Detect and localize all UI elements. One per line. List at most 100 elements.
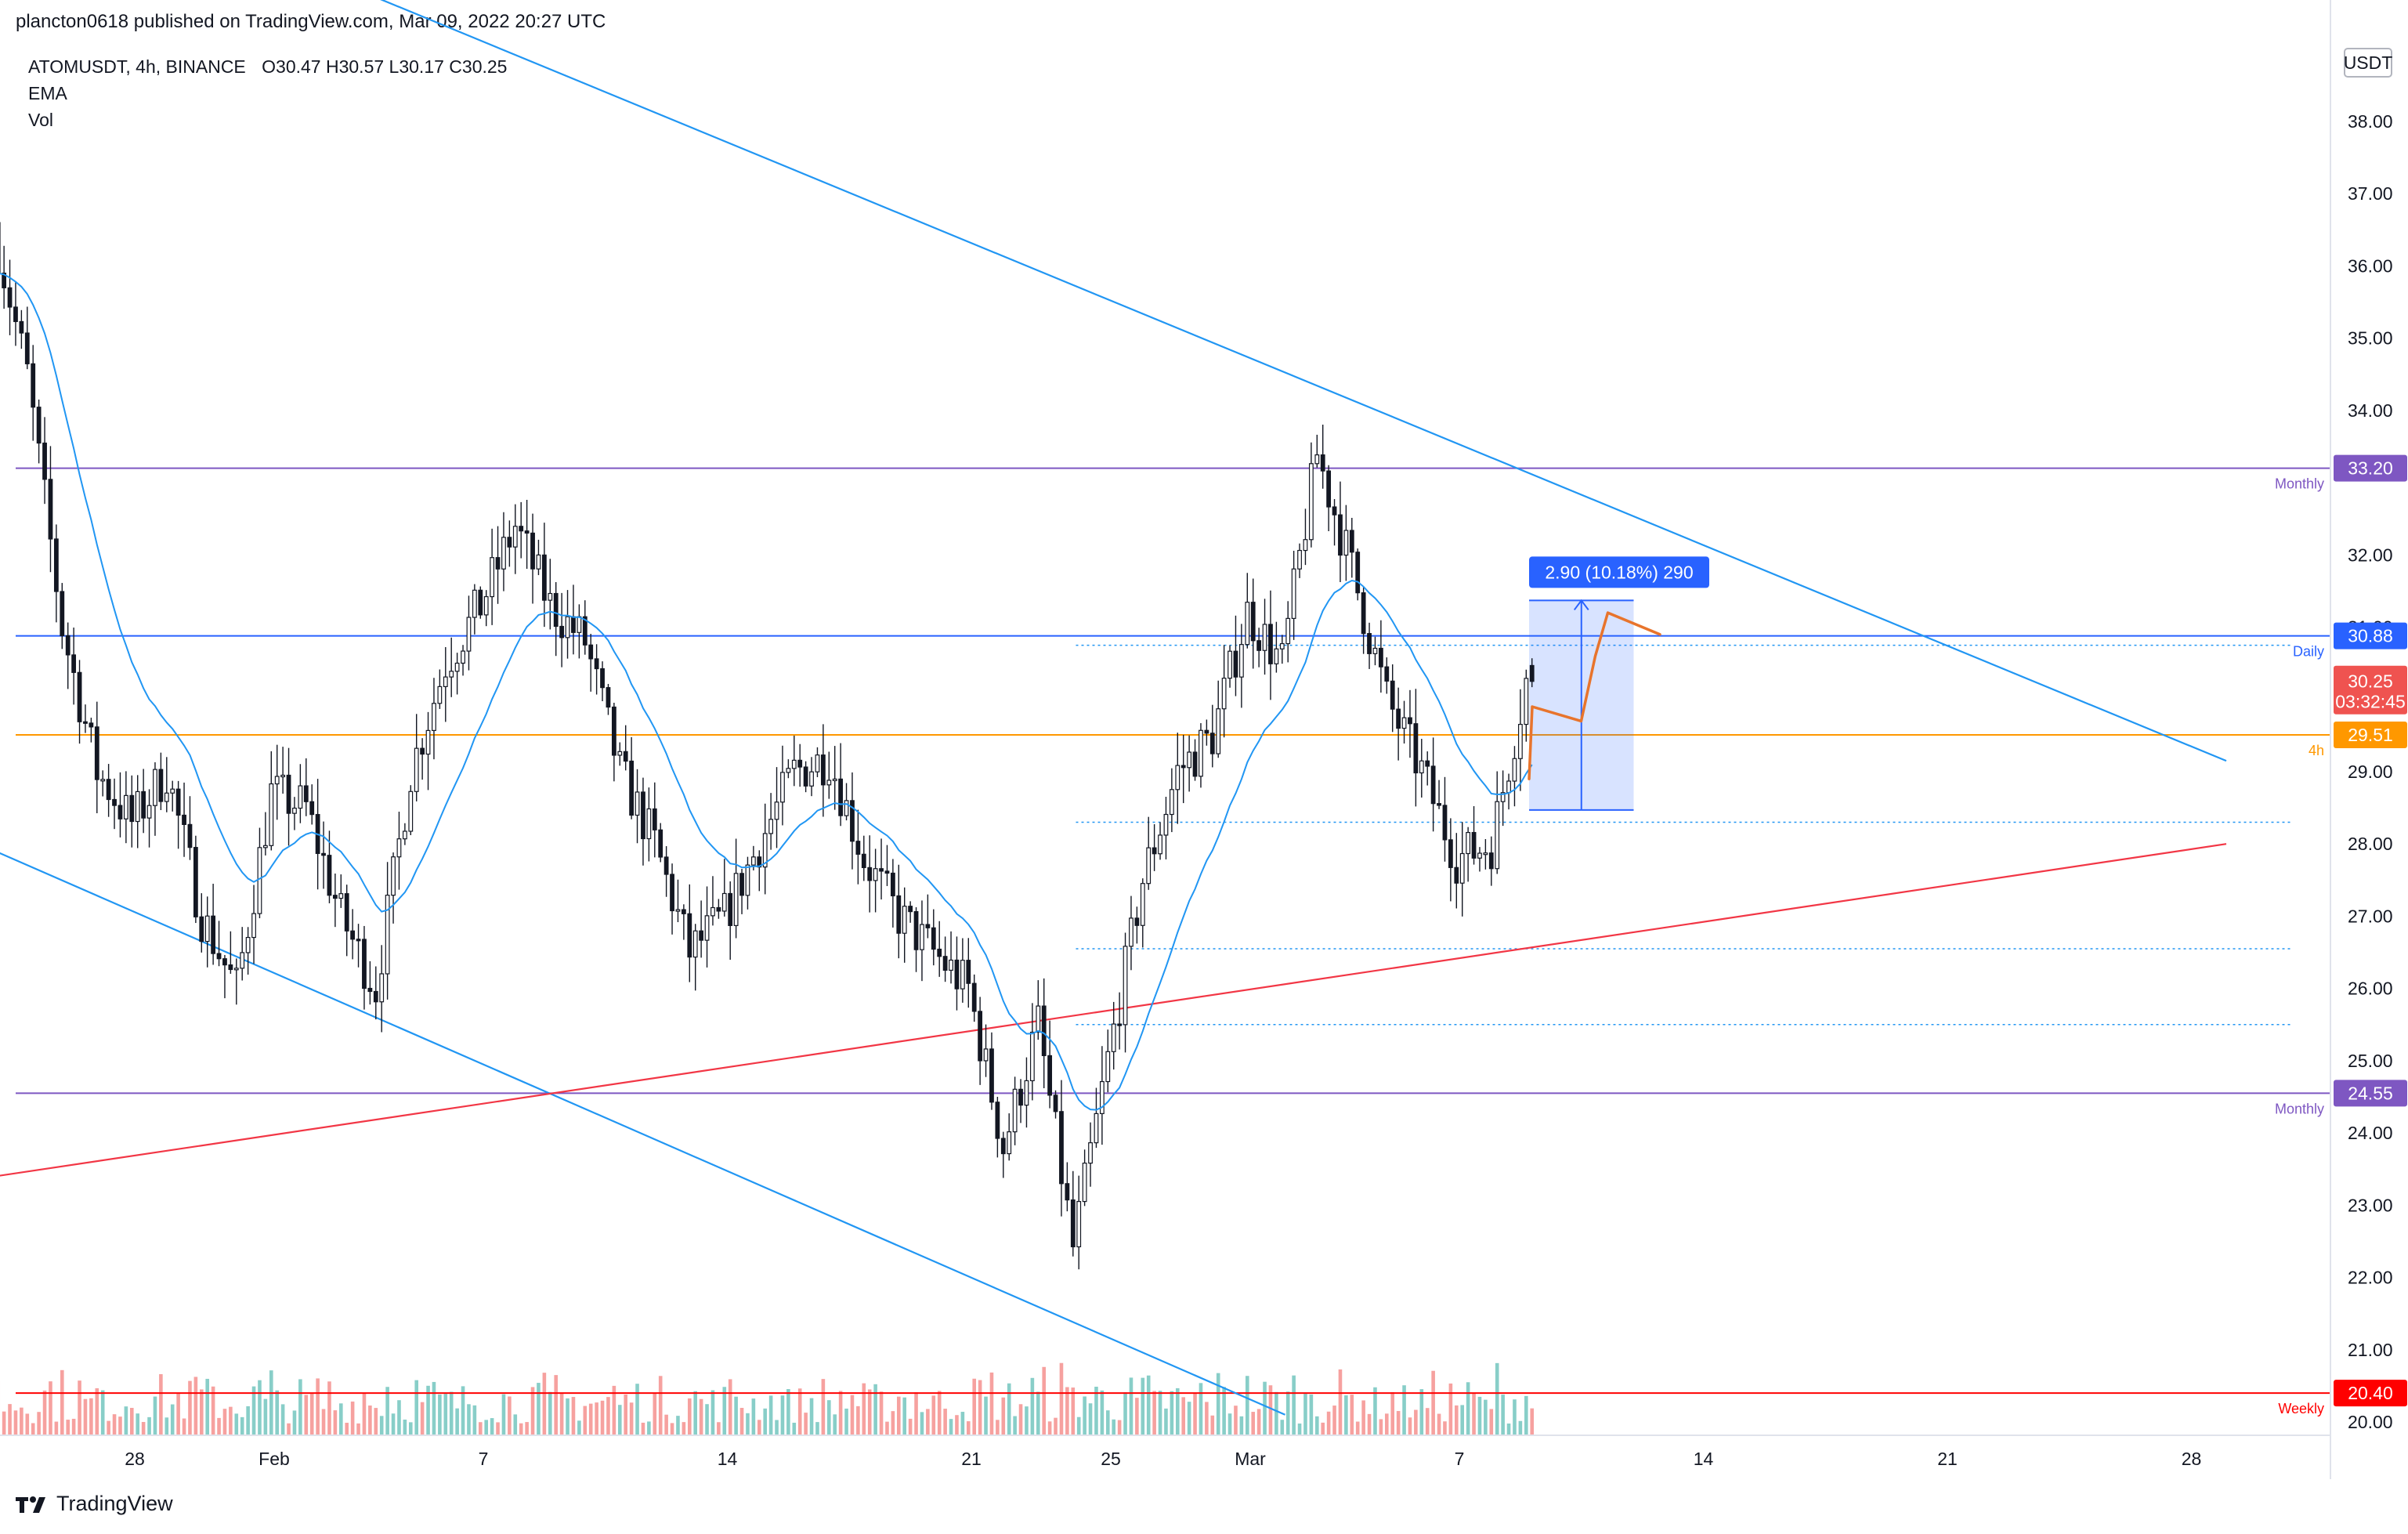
price-tick-label: 20.00: [2348, 1412, 2393, 1432]
volume-bar: [170, 1404, 175, 1435]
candle-body: [1221, 678, 1227, 710]
candle-body: [1140, 883, 1145, 926]
volume-bar: [362, 1393, 367, 1435]
candle-body: [1378, 647, 1383, 668]
candle-body: [112, 798, 117, 806]
candle-body: [292, 807, 297, 814]
volume-bar: [20, 1407, 24, 1435]
candle-body: [699, 930, 704, 941]
candle-body: [309, 801, 315, 816]
projection-box[interactable]: 2.90 (10.18%) 290: [1529, 556, 1709, 811]
symbol-line[interactable]: ATOMUSDT, 4h, BINANCE O30.47 H30.57 L30.…: [28, 53, 507, 80]
candle-body: [262, 845, 268, 848]
candle-body: [721, 892, 727, 912]
volume-bar: [566, 1398, 569, 1435]
candle-body: [94, 726, 99, 780]
volume-bar: [571, 1397, 576, 1435]
trendline[interactable]: [0, 843, 2227, 1177]
volume-bar: [1025, 1406, 1029, 1435]
price-tag-label: 29.51: [2348, 725, 2393, 745]
candle-body: [861, 853, 866, 869]
volume-bar: [1245, 1376, 1249, 1435]
candle-body: [245, 936, 251, 953]
candle-body: [879, 868, 884, 872]
volume-bar: [530, 1387, 535, 1435]
candle-body: [832, 778, 837, 781]
tradingview-logo-icon: [16, 1496, 45, 1513]
volume-bar: [658, 1376, 663, 1435]
volume-bar: [1094, 1387, 1098, 1435]
price-tag: [2334, 622, 2407, 649]
candle-body: [298, 785, 303, 809]
volume-bar: [118, 1416, 122, 1435]
candle-body: [559, 625, 565, 639]
price-tag-label: 30.88: [2348, 626, 2393, 646]
indicator-ema[interactable]: EMA: [28, 83, 67, 103]
volume-bar: [1321, 1422, 1325, 1435]
candle-body: [1158, 834, 1162, 855]
price-axis[interactable]: 20.00 21.00 22.00 23.00 24.00 25.00 26.00 27.00…: [2330, 0, 2393, 1479]
volume-bar: [797, 1388, 802, 1435]
price-tag-label: 20.40: [2348, 1383, 2393, 1403]
volume-bar: [1187, 1402, 1191, 1435]
candle-body: [1349, 530, 1354, 553]
candle-body: [321, 852, 326, 856]
price-tick-label: 28.00: [2348, 834, 2393, 854]
time-axis[interactable]: 28 Feb 7 14 21 25 Mar 7 14 21 28: [0, 1435, 2330, 1469]
candle-body: [1209, 733, 1215, 754]
volume-bar: [1506, 1423, 1511, 1435]
candle-body: [1419, 760, 1424, 774]
tradingview-logo[interactable]: TradingView: [16, 1492, 173, 1516]
trendline[interactable]: [0, 851, 1285, 1416]
candle-body: [896, 895, 902, 934]
volume-bar: [682, 1422, 686, 1435]
candle-body: [414, 747, 419, 792]
candle-body: [1175, 765, 1180, 791]
volume-bar: [879, 1391, 884, 1435]
volume-bar: [205, 1378, 210, 1435]
currency-unit-box[interactable]: [2344, 48, 2392, 78]
volume-bar: [583, 1406, 588, 1435]
volume-bar: [670, 1423, 674, 1435]
volume-bar: [699, 1398, 703, 1435]
candle-body: [77, 671, 82, 722]
candle-body: [1367, 633, 1372, 654]
symbol-info[interactable]: ATOMUSDT, 4h, BINANCE: [28, 56, 246, 77]
candle-body: [867, 866, 873, 881]
candle-body: [774, 801, 779, 820]
candle-body: [1024, 1080, 1029, 1106]
candle-body: [1343, 530, 1349, 556]
volume-bar: [159, 1373, 163, 1435]
candle-body: [385, 895, 390, 975]
trendline[interactable]: [344, 0, 2227, 762]
time-tick-label: 14: [1694, 1449, 1714, 1469]
volume-bar: [1251, 1412, 1256, 1435]
candle-body: [809, 771, 814, 787]
price-tag: [2334, 1080, 2407, 1107]
price-tick-label: 36.00: [2348, 255, 2393, 276]
candle-body: [373, 990, 378, 1003]
volume-bar: [641, 1422, 645, 1435]
volume-bar: [1181, 1397, 1186, 1435]
candle-body: [367, 987, 373, 993]
candle-body: [1466, 831, 1471, 855]
candle-body: [1059, 1111, 1064, 1185]
volume-bar: [751, 1398, 756, 1435]
time-tick-label: Mar: [1235, 1449, 1266, 1469]
candle-body: [1000, 1138, 1006, 1155]
volume-bar: [1146, 1375, 1151, 1435]
candle-body: [571, 616, 576, 633]
volume-bar: [1071, 1387, 1076, 1435]
candle-body: [1053, 1094, 1058, 1113]
candle-body: [937, 948, 942, 957]
indicator-vol[interactable]: Vol: [28, 110, 53, 130]
trendlines[interactable]: [0, 0, 2227, 1416]
volume-bar: [1205, 1402, 1209, 1435]
candle-body: [617, 751, 623, 756]
volume-bar: [298, 1379, 302, 1435]
candle-body: [978, 1011, 983, 1062]
volume-bar: [467, 1404, 471, 1435]
volume-bar: [1256, 1409, 1261, 1435]
volume-bar: [624, 1394, 628, 1435]
